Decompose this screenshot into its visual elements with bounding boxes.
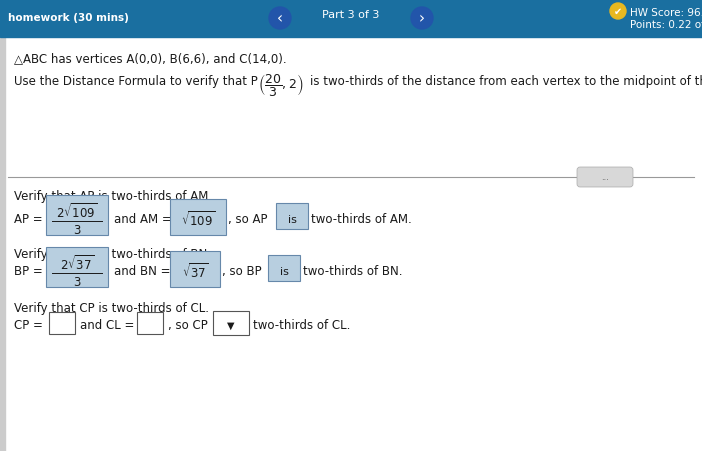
Bar: [0, 38, 5, 451]
Text: 3: 3: [73, 276, 81, 289]
FancyBboxPatch shape: [46, 248, 108, 287]
Text: ▼: ▼: [227, 320, 234, 330]
Text: AP =: AP =: [14, 213, 43, 226]
Text: , so BP: , so BP: [222, 265, 262, 278]
Text: two-thirds of BN.: two-thirds of BN.: [303, 265, 402, 278]
Text: Verify that BP is two-thirds of BN.: Verify that BP is two-thirds of BN.: [14, 248, 211, 260]
Text: $\left(\dfrac{20}{3},2\right)$: $\left(\dfrac{20}{3},2\right)$: [258, 72, 303, 98]
FancyBboxPatch shape: [276, 203, 308, 230]
FancyBboxPatch shape: [170, 199, 226, 235]
Text: and BN =: and BN =: [114, 265, 171, 278]
Text: $\sqrt{37}$: $\sqrt{37}$: [182, 262, 208, 281]
Text: △ABC has vertices A(0,0), B(6,6), and C(14,0).: △ABC has vertices A(0,0), B(6,6), and C(…: [14, 52, 286, 65]
Text: HW Score: 96.48%, 2: HW Score: 96.48%, 2: [630, 8, 702, 18]
Text: 3: 3: [73, 224, 81, 237]
FancyBboxPatch shape: [46, 196, 108, 235]
Bar: [0, 0, 702, 38]
Text: homework (30 mins): homework (30 mins): [8, 13, 129, 23]
Text: and CL =: and CL =: [80, 319, 134, 332]
FancyBboxPatch shape: [170, 252, 220, 287]
Text: is two-thirds of the distance from each vertex to the midpoint of the opposite s: is two-thirds of the distance from each …: [310, 75, 702, 88]
Text: BP =: BP =: [14, 265, 43, 278]
FancyBboxPatch shape: [577, 168, 633, 188]
Text: , so AP: , so AP: [228, 213, 267, 226]
FancyBboxPatch shape: [137, 312, 163, 334]
Text: two-thirds of CL.: two-thirds of CL.: [253, 319, 350, 332]
Text: and AM =: and AM =: [114, 213, 172, 226]
Text: $\sqrt{109}$: $\sqrt{109}$: [181, 210, 215, 229]
Text: ‹: ‹: [277, 11, 283, 27]
Text: ...: ...: [601, 173, 609, 182]
Text: ✔: ✔: [614, 7, 622, 17]
Circle shape: [610, 4, 626, 20]
Text: Verify that AP is two-thirds of AM.: Verify that AP is two-thirds of AM.: [14, 189, 212, 202]
Text: $2\sqrt{109}$: $2\sqrt{109}$: [56, 202, 98, 221]
Text: two-thirds of AM.: two-thirds of AM.: [311, 213, 412, 226]
FancyBboxPatch shape: [49, 312, 75, 334]
Circle shape: [269, 8, 291, 30]
Text: Points: 0.22 of 1: Points: 0.22 of 1: [630, 20, 702, 30]
Text: $2\sqrt{37}$: $2\sqrt{37}$: [60, 254, 94, 273]
Text: ›: ›: [419, 11, 425, 27]
Circle shape: [411, 8, 433, 30]
Text: is: is: [288, 215, 296, 225]
Text: , so CP: , so CP: [168, 319, 208, 332]
FancyBboxPatch shape: [268, 255, 300, 281]
Text: CP =: CP =: [14, 319, 43, 332]
FancyBboxPatch shape: [213, 311, 249, 335]
Text: Verify that CP is two-thirds of CL.: Verify that CP is two-thirds of CL.: [14, 301, 209, 314]
Text: Use the Distance Formula to verify that P: Use the Distance Formula to verify that …: [14, 75, 258, 88]
Text: Part 3 of 3: Part 3 of 3: [322, 10, 380, 20]
Text: is: is: [279, 267, 289, 276]
